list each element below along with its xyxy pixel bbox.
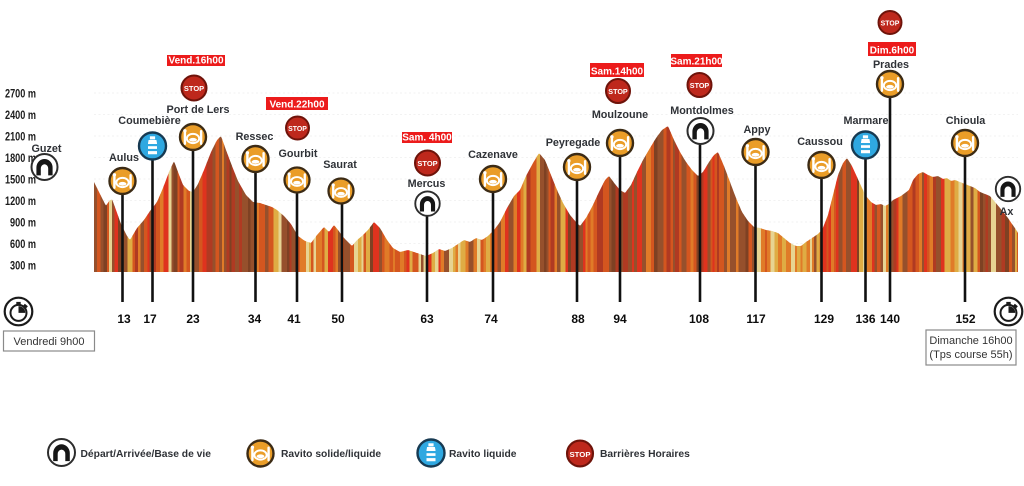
svg-text:41: 41 [287, 312, 301, 326]
svg-text:Aulus: Aulus [109, 152, 139, 164]
svg-text:Ravito liquide: Ravito liquide [449, 449, 517, 460]
svg-text:88: 88 [571, 312, 585, 326]
svg-text:13: 13 [117, 312, 131, 326]
svg-text:Saurat: Saurat [323, 159, 357, 171]
svg-text:Moulzoune: Moulzoune [592, 109, 648, 121]
svg-text:2100 m: 2100 m [5, 130, 36, 144]
svg-text:Cazenave: Cazenave [468, 149, 518, 161]
svg-text:Guzet: Guzet [32, 143, 62, 155]
svg-text:63: 63 [420, 312, 434, 326]
svg-text:129: 129 [814, 312, 834, 326]
svg-text:Barrières Horaires: Barrières Horaires [600, 449, 690, 460]
svg-text:Sam.21h00: Sam.21h00 [670, 57, 723, 68]
svg-text:300 m: 300 m [10, 259, 36, 273]
svg-text:Ravito solide/liquide: Ravito solide/liquide [281, 449, 381, 460]
svg-text:34: 34 [248, 312, 262, 326]
svg-text:Marmare: Marmare [843, 115, 888, 127]
svg-text:900 m: 900 m [10, 216, 36, 230]
svg-text:50: 50 [331, 312, 345, 326]
svg-text:94: 94 [613, 312, 627, 326]
svg-text:Ax: Ax [1000, 206, 1014, 218]
svg-text:Gourbit: Gourbit [279, 148, 318, 160]
svg-text:Peyregade: Peyregade [546, 137, 601, 149]
svg-text:23: 23 [186, 312, 200, 326]
svg-text:1200 m: 1200 m [5, 194, 36, 208]
svg-text:2400 m: 2400 m [5, 108, 36, 122]
svg-text:1800 m: 1800 m [5, 151, 36, 165]
svg-text:Dim.6h00: Dim.6h00 [870, 46, 915, 57]
svg-text:Coumebière: Coumebière [118, 115, 180, 127]
svg-text:Mercus: Mercus [408, 178, 446, 190]
svg-text:Port de Lers: Port de Lers [167, 104, 230, 116]
svg-text:140: 140 [880, 312, 900, 326]
svg-text:Vendredi 9h00: Vendredi 9h00 [14, 336, 85, 348]
svg-text:136: 136 [855, 312, 875, 326]
svg-text:117: 117 [746, 312, 766, 326]
svg-text:Sam. 4h00: Sam. 4h00 [402, 133, 452, 144]
svg-text:74: 74 [484, 312, 498, 326]
svg-text:600 m: 600 m [10, 237, 36, 251]
svg-text:Vend.22h00: Vend.22h00 [269, 100, 324, 111]
svg-text:Dimanche 16h00: Dimanche 16h00 [929, 335, 1012, 347]
svg-text:2700 m: 2700 m [5, 87, 36, 101]
svg-text:Vend.16h00: Vend.16h00 [168, 56, 223, 67]
svg-text:Prades: Prades [873, 59, 909, 71]
svg-text:Caussou: Caussou [797, 136, 843, 148]
svg-text:108: 108 [689, 312, 709, 326]
svg-text:1500 m: 1500 m [5, 173, 36, 187]
svg-text:17: 17 [143, 312, 157, 326]
svg-text:152: 152 [955, 312, 975, 326]
svg-text:Départ/Arrivée/Base de vie: Départ/Arrivée/Base de vie [81, 449, 212, 460]
svg-text:Chioula: Chioula [946, 115, 987, 127]
svg-text:Appy: Appy [744, 124, 771, 136]
svg-text:Sam.14h00: Sam.14h00 [591, 67, 644, 78]
svg-text:Ressec: Ressec [236, 131, 274, 143]
svg-text:Montdolmes: Montdolmes [670, 105, 734, 117]
svg-text:(Tps course 55h): (Tps course 55h) [929, 349, 1012, 361]
